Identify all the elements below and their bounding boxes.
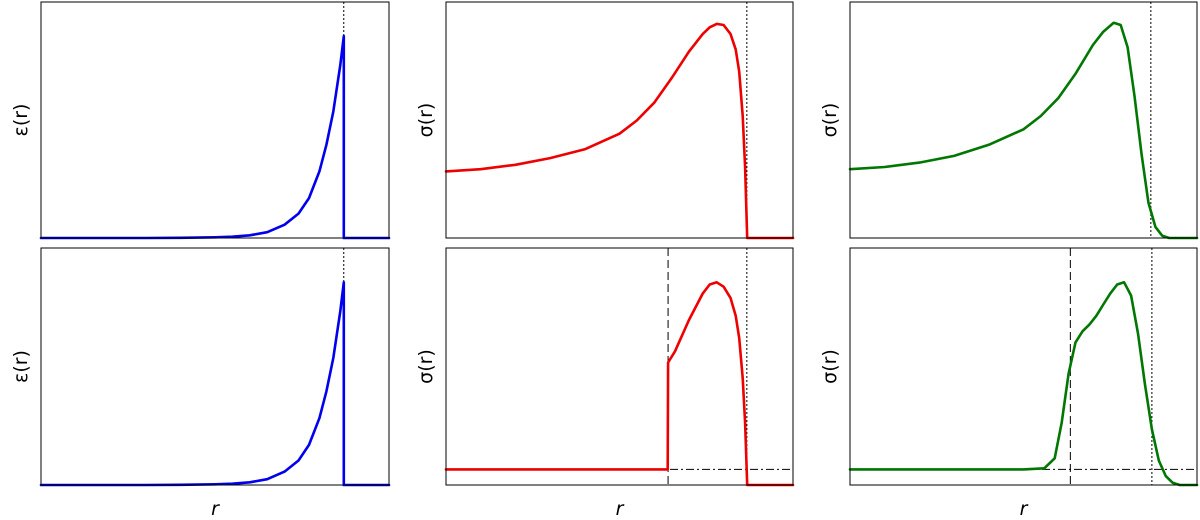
series-line — [39, 280, 391, 487]
series-line — [39, 34, 391, 240]
panel-top-left: ε(r) — [10, 1, 391, 240]
plot-frame — [445, 1, 794, 239]
x-axis-label: r — [211, 498, 220, 520]
plot-frame — [849, 247, 1198, 486]
plot-frame — [40, 1, 390, 239]
y-axis-label: ε(r) — [10, 104, 32, 137]
series-line — [444, 22, 795, 240]
panel-top-right: σ(r) — [819, 1, 1199, 240]
panel-top-middle: σ(r) — [415, 1, 795, 240]
y-axis-label: σ(r) — [819, 103, 841, 138]
series-line — [848, 280, 1199, 487]
series-line — [444, 280, 795, 487]
panel-bottom-right: σ(r) r — [819, 247, 1199, 520]
y-axis-label: σ(r) — [415, 103, 437, 138]
series-line — [848, 21, 1199, 240]
plot-frame — [849, 1, 1198, 239]
plot-frame — [445, 247, 794, 486]
y-axis-label: σ(r) — [819, 349, 841, 384]
y-axis-label: σ(r) — [415, 349, 437, 384]
y-axis-label: ε(r) — [10, 350, 32, 383]
x-axis-label: r — [616, 498, 625, 520]
panel-bottom-left: ε(r) r — [10, 247, 391, 520]
panel-bottom-middle: σ(r) r — [415, 247, 795, 520]
plot-frame — [40, 247, 390, 486]
x-axis-label: r — [1020, 498, 1029, 520]
